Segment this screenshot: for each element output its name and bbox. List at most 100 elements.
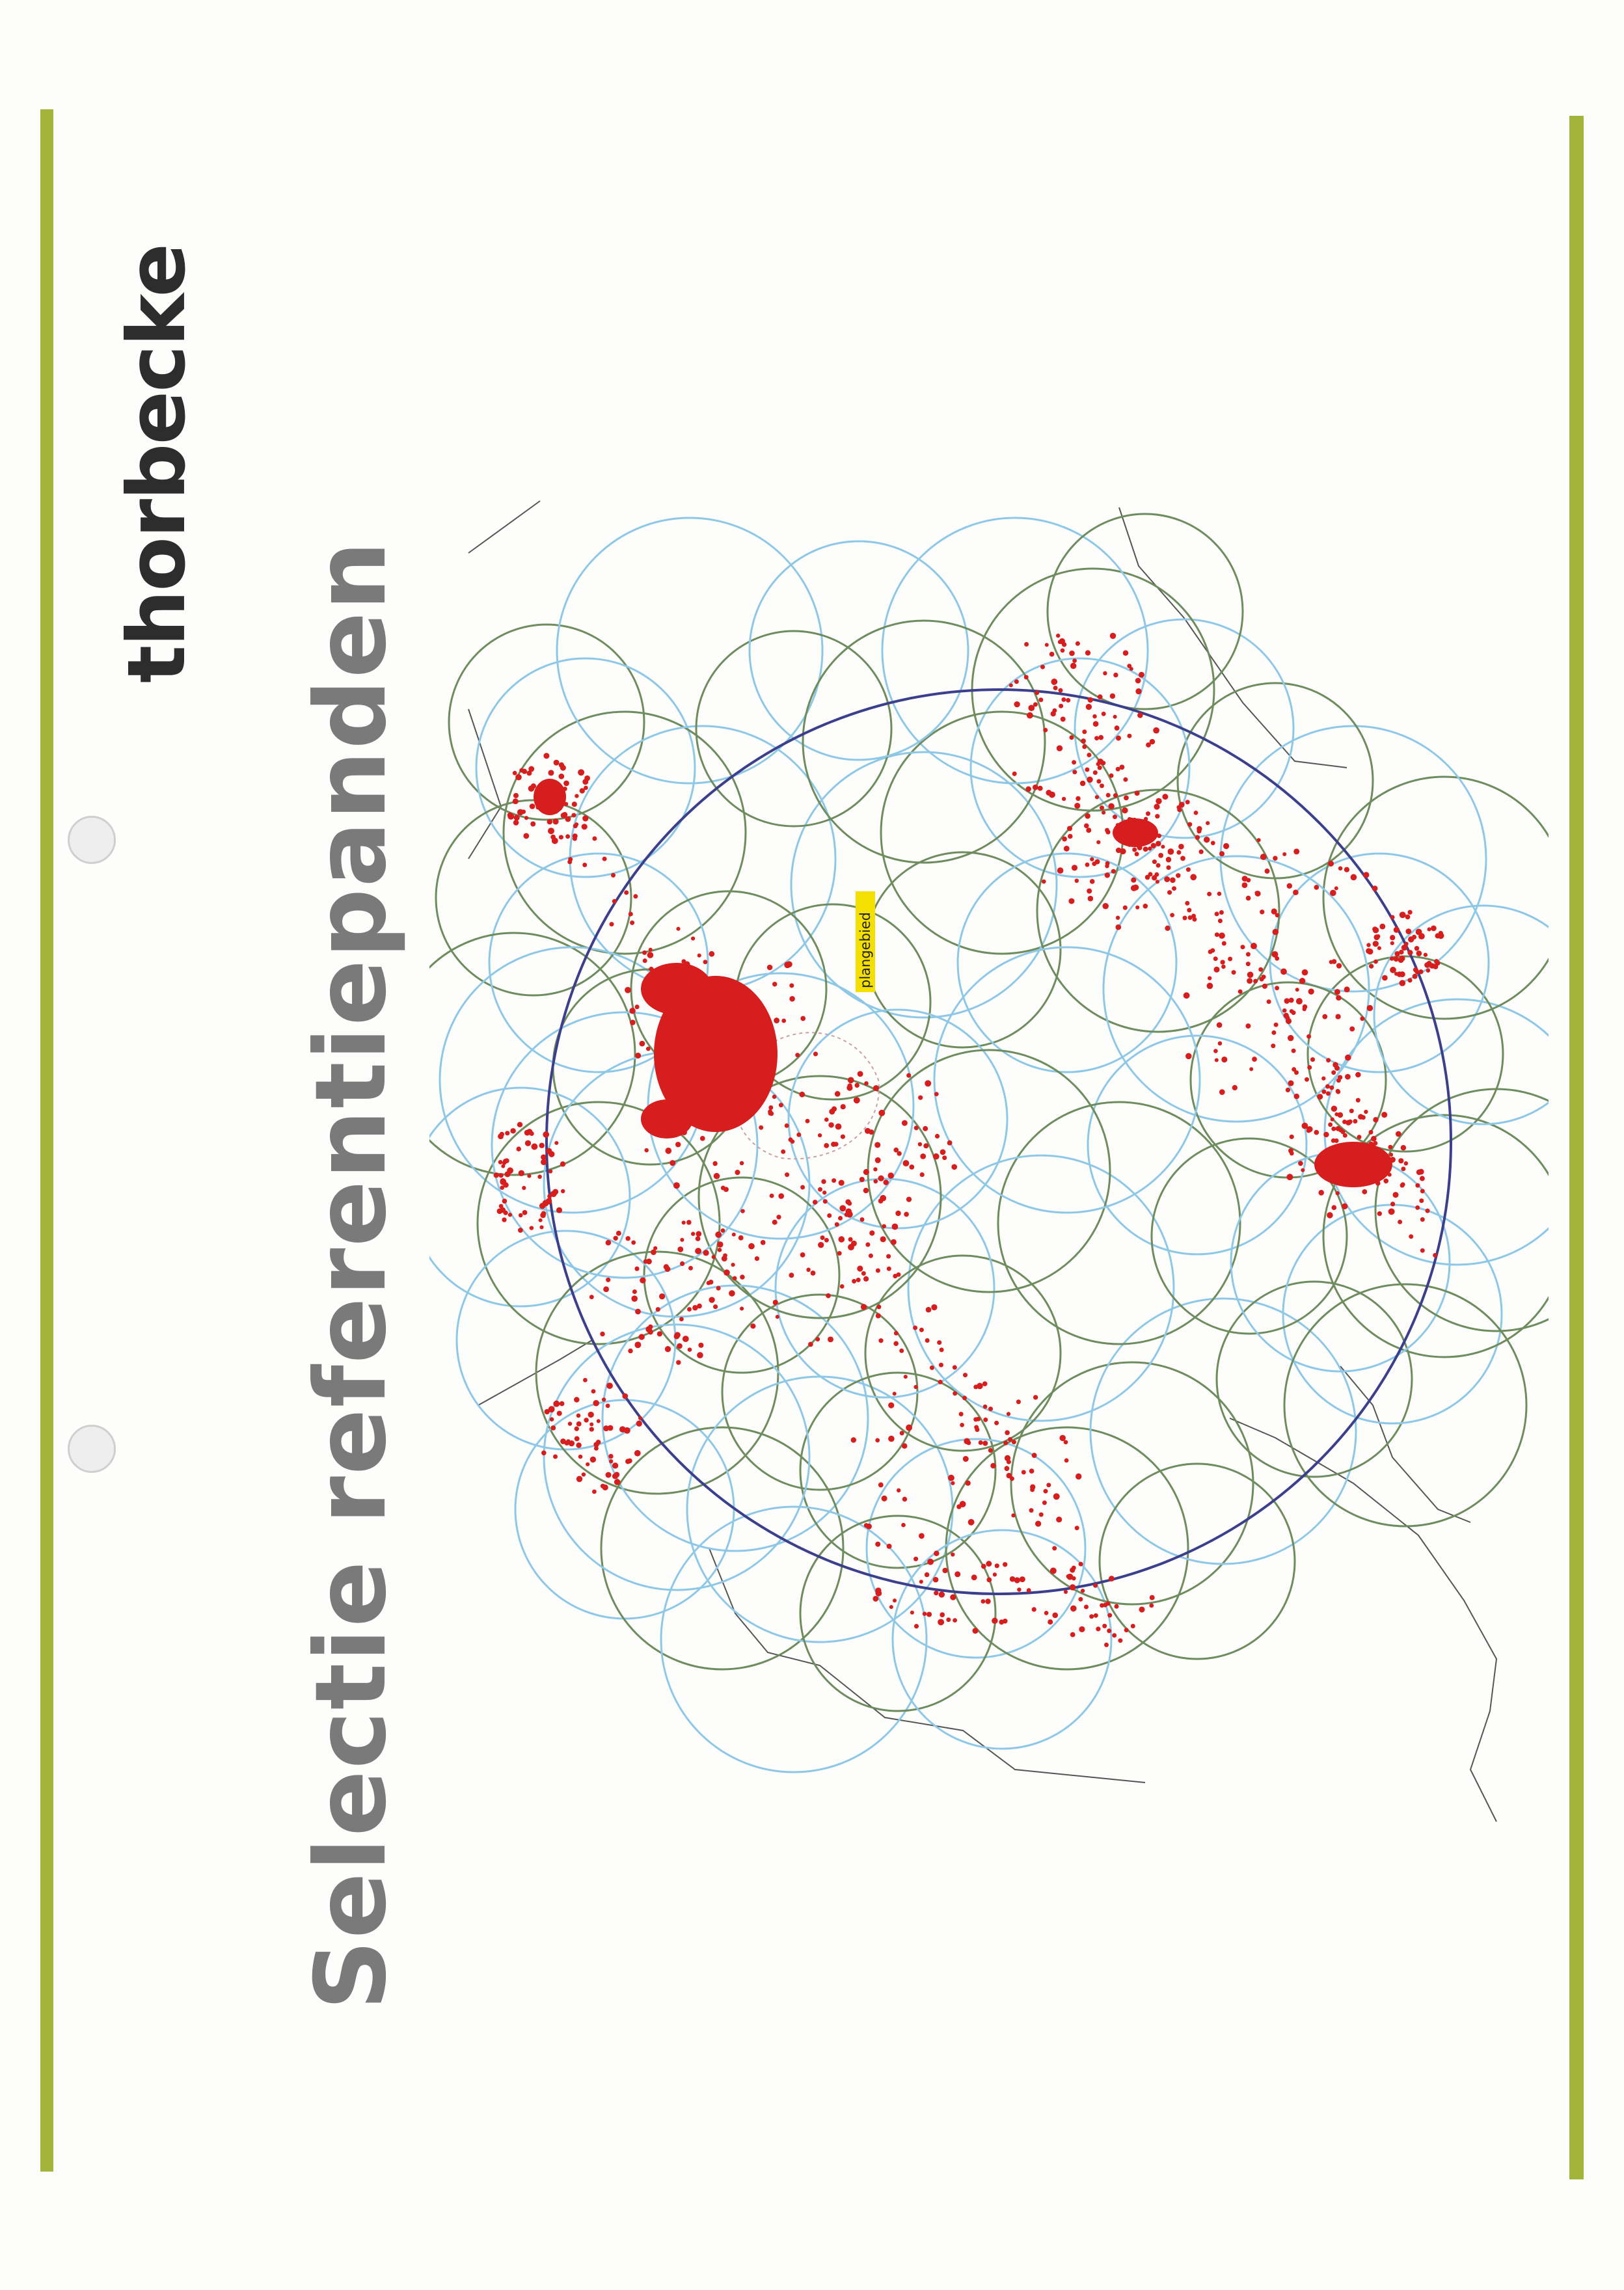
- radius-circle: [1150, 1137, 1348, 1335]
- reference-point: [1056, 745, 1063, 751]
- reference-point: [1372, 941, 1379, 947]
- reference-point: [548, 1151, 555, 1157]
- reference-point: [723, 1253, 727, 1258]
- reference-point: [648, 947, 653, 952]
- reference-point: [927, 1558, 934, 1565]
- reference-point: [875, 1268, 880, 1273]
- reference-point: [1213, 1049, 1218, 1053]
- reference-point: [634, 1341, 642, 1349]
- reference-point: [1074, 803, 1081, 809]
- reference-point: [1286, 883, 1293, 889]
- reference-point: [531, 1143, 538, 1150]
- reference-point: [1135, 677, 1141, 684]
- reference-point: [644, 1148, 649, 1153]
- reference-point: [833, 1142, 839, 1147]
- reference-point: [1170, 913, 1174, 917]
- reference-point: [697, 1352, 703, 1358]
- reference-point: [978, 1440, 983, 1445]
- reference-point: [1275, 913, 1280, 918]
- reference-point: [1362, 1189, 1368, 1194]
- reference-point: [731, 1263, 735, 1267]
- radius-circle: [643, 1176, 841, 1374]
- reference-point: [645, 1326, 653, 1333]
- reference-point: [1004, 1466, 1010, 1472]
- reference-point: [796, 1132, 802, 1137]
- reference-point: [539, 1225, 544, 1230]
- reference-point: [1100, 1603, 1105, 1608]
- radius-circle: [802, 619, 1046, 864]
- reference-point: [847, 1201, 852, 1206]
- reference-point: [918, 1095, 923, 1100]
- reference-point: [635, 1308, 641, 1315]
- reference-point: [1293, 1093, 1300, 1099]
- reference-point: [1026, 712, 1033, 719]
- radius-circle: [774, 1178, 995, 1399]
- reference-point: [1051, 680, 1057, 685]
- reference-point: [934, 1092, 939, 1097]
- reference-point: [909, 1165, 915, 1170]
- reference-point: [1252, 1057, 1257, 1062]
- reference-point: [1096, 1626, 1101, 1632]
- reference-point: [1418, 969, 1424, 975]
- reference-point: [1407, 978, 1413, 983]
- reference-point: [1079, 1626, 1085, 1633]
- reference-point: [1307, 1065, 1312, 1070]
- reference-point: [1042, 1500, 1047, 1505]
- reference-point: [875, 1313, 881, 1319]
- reference-point: [1066, 1574, 1071, 1579]
- reference-point: [677, 1246, 684, 1252]
- reference-point: [634, 1449, 641, 1457]
- reference-point: [686, 1220, 692, 1225]
- reference-point: [1381, 1111, 1388, 1118]
- reference-point: [559, 1401, 565, 1407]
- reference-point: [1345, 1054, 1351, 1061]
- reference-point: [526, 770, 532, 776]
- reference-point: [789, 983, 794, 988]
- reference-point: [766, 964, 773, 971]
- reference-point: [1161, 844, 1165, 849]
- reference-point: [822, 1191, 827, 1195]
- reference-point: [1310, 1057, 1315, 1062]
- reference-point: [1394, 951, 1400, 957]
- reference-point: [1033, 702, 1038, 707]
- reference-point: [1221, 941, 1226, 946]
- reference-point: [1363, 872, 1370, 878]
- reference-point: [1148, 872, 1153, 877]
- reference-point: [1107, 1628, 1112, 1634]
- reference-point: [556, 1410, 562, 1416]
- reference-point: [1293, 889, 1299, 896]
- radius-circle: [1322, 775, 1549, 1020]
- reference-point: [1293, 848, 1300, 855]
- reference-point: [1331, 1070, 1336, 1075]
- page-title: Selectie referentiepanden: [295, 539, 408, 2010]
- reference-point: [1063, 1589, 1068, 1594]
- reference-point: [550, 1191, 557, 1198]
- reference-point: [1328, 1122, 1333, 1127]
- reference-point: [1113, 672, 1118, 678]
- left-accent-bar: [40, 109, 53, 2172]
- reference-point: [1072, 760, 1077, 765]
- reference-point: [1165, 857, 1172, 863]
- reference-point: [1210, 841, 1215, 846]
- reference-point: [1180, 801, 1185, 807]
- reference-point: [1183, 992, 1190, 999]
- reference-point: [1379, 923, 1386, 930]
- reference-point: [692, 1305, 698, 1311]
- reference-point: [522, 1185, 526, 1191]
- reference-point: [1335, 1014, 1341, 1019]
- reference-point: [1078, 1561, 1083, 1567]
- reference-point: [1393, 956, 1399, 962]
- reference-point: [498, 1173, 504, 1178]
- reference-point: [1282, 852, 1287, 857]
- reference-point: [1254, 891, 1259, 895]
- reference-point: [1090, 857, 1094, 861]
- reference-point: [1014, 701, 1020, 708]
- radius-circle: [429, 1086, 631, 1308]
- reference-point: [612, 1462, 619, 1469]
- reference-point: [857, 1265, 863, 1272]
- reference-point: [838, 1216, 843, 1220]
- reference-point: [591, 1389, 596, 1394]
- reference-point: [818, 1241, 824, 1248]
- reference-point: [521, 809, 526, 815]
- reference-point: [1044, 643, 1049, 647]
